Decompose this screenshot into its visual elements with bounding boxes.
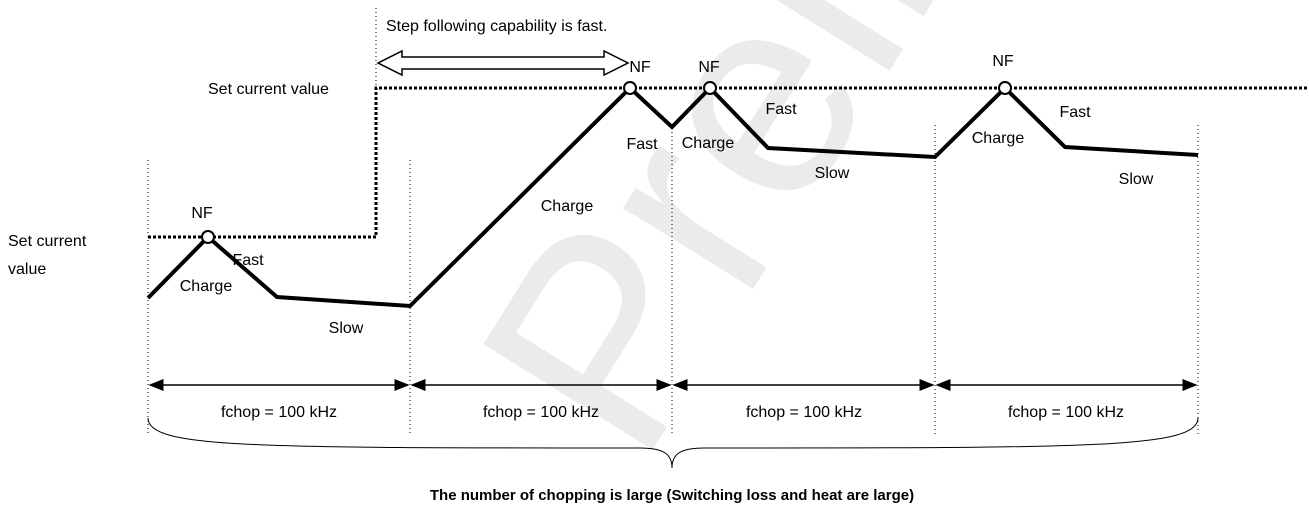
- nf-points: [201, 81, 1012, 244]
- brace: [147, 417, 1199, 469]
- nf-label: NF: [629, 59, 651, 76]
- nf-label: NF: [992, 53, 1014, 70]
- charge-label: Charge: [541, 198, 594, 215]
- set-current-label: Set current: [8, 233, 87, 250]
- guides: [147, 8, 1199, 435]
- caption: The number of chopping is large (Switchi…: [430, 487, 914, 504]
- charge-label: Charge: [972, 130, 1025, 147]
- annotation: Step following capability is fast.: [386, 18, 607, 35]
- fast-label: Fast: [626, 136, 658, 153]
- frequency-label: fchop = 100 kHz: [1008, 404, 1124, 421]
- nf-label: NF: [698, 59, 720, 76]
- fast-label: Fast: [765, 101, 797, 118]
- current-waveform: [146, 85, 1199, 309]
- charge-label: Charge: [682, 135, 735, 152]
- fast-label: Fast: [1059, 104, 1091, 121]
- fast-label: Fast: [232, 252, 264, 269]
- slow-label: Slow: [815, 165, 850, 182]
- nf-label: NF: [191, 205, 213, 222]
- set-current-line: [148, 86, 1309, 239]
- frequency-label: fchop = 100 kHz: [746, 404, 862, 421]
- hollow-double-arrow: [376, 49, 630, 77]
- frequency-label: fchop = 100 kHz: [221, 404, 337, 421]
- set-current-label: Set current value: [208, 81, 329, 98]
- set-current-label: value: [8, 261, 46, 278]
- frequency-label: fchop = 100 kHz: [483, 404, 599, 421]
- charge-label: Charge: [180, 278, 233, 295]
- slow-label: Slow: [329, 320, 364, 337]
- watermark: Preliminary: [418, 0, 1309, 504]
- slow-label: Slow: [1119, 171, 1154, 188]
